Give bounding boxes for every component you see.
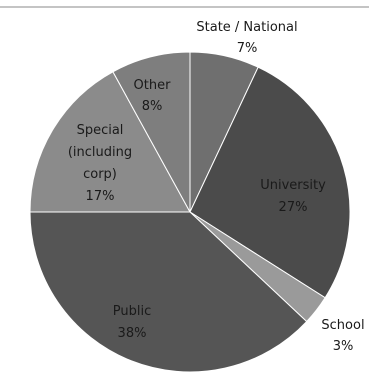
slice-label-school-value: 3% [333, 339, 354, 354]
slice-label-special-line3: corp) [83, 167, 117, 182]
slice-label-other: Other 8% [134, 78, 172, 114]
slice-label-special-line1: Special [77, 123, 124, 138]
slice-label-university: University 27% [260, 178, 326, 215]
slice-label-state-national: State / National 7% [196, 20, 297, 56]
slice-label-state-national-value: 7% [237, 41, 258, 56]
slice-label-public: Public 38% [113, 304, 151, 341]
slice-label-public-name: Public [113, 304, 151, 319]
slice-label-school-name: School [321, 318, 364, 333]
pie-slice-other [112, 51, 191, 213]
slice-label-special-line2: (including [68, 145, 132, 160]
slice-label-other-name: Other [134, 78, 172, 93]
slice-label-special-value: 17% [86, 189, 115, 204]
slice-label-school: School 3% [321, 318, 364, 354]
slice-label-university-value: 27% [279, 200, 308, 215]
pie-slices [29, 51, 351, 373]
slice-label-state-national-name: State / National [196, 20, 297, 35]
pie-slice-university [189, 66, 351, 299]
slice-label-public-value: 38% [118, 326, 147, 341]
slice-label-special: Special (including corp) 17% [68, 123, 132, 204]
slice-label-other-value: 8% [142, 99, 163, 114]
slice-label-university-name: University [260, 178, 326, 193]
pie-slice-special [29, 71, 191, 213]
pie-slice-public [29, 211, 308, 373]
